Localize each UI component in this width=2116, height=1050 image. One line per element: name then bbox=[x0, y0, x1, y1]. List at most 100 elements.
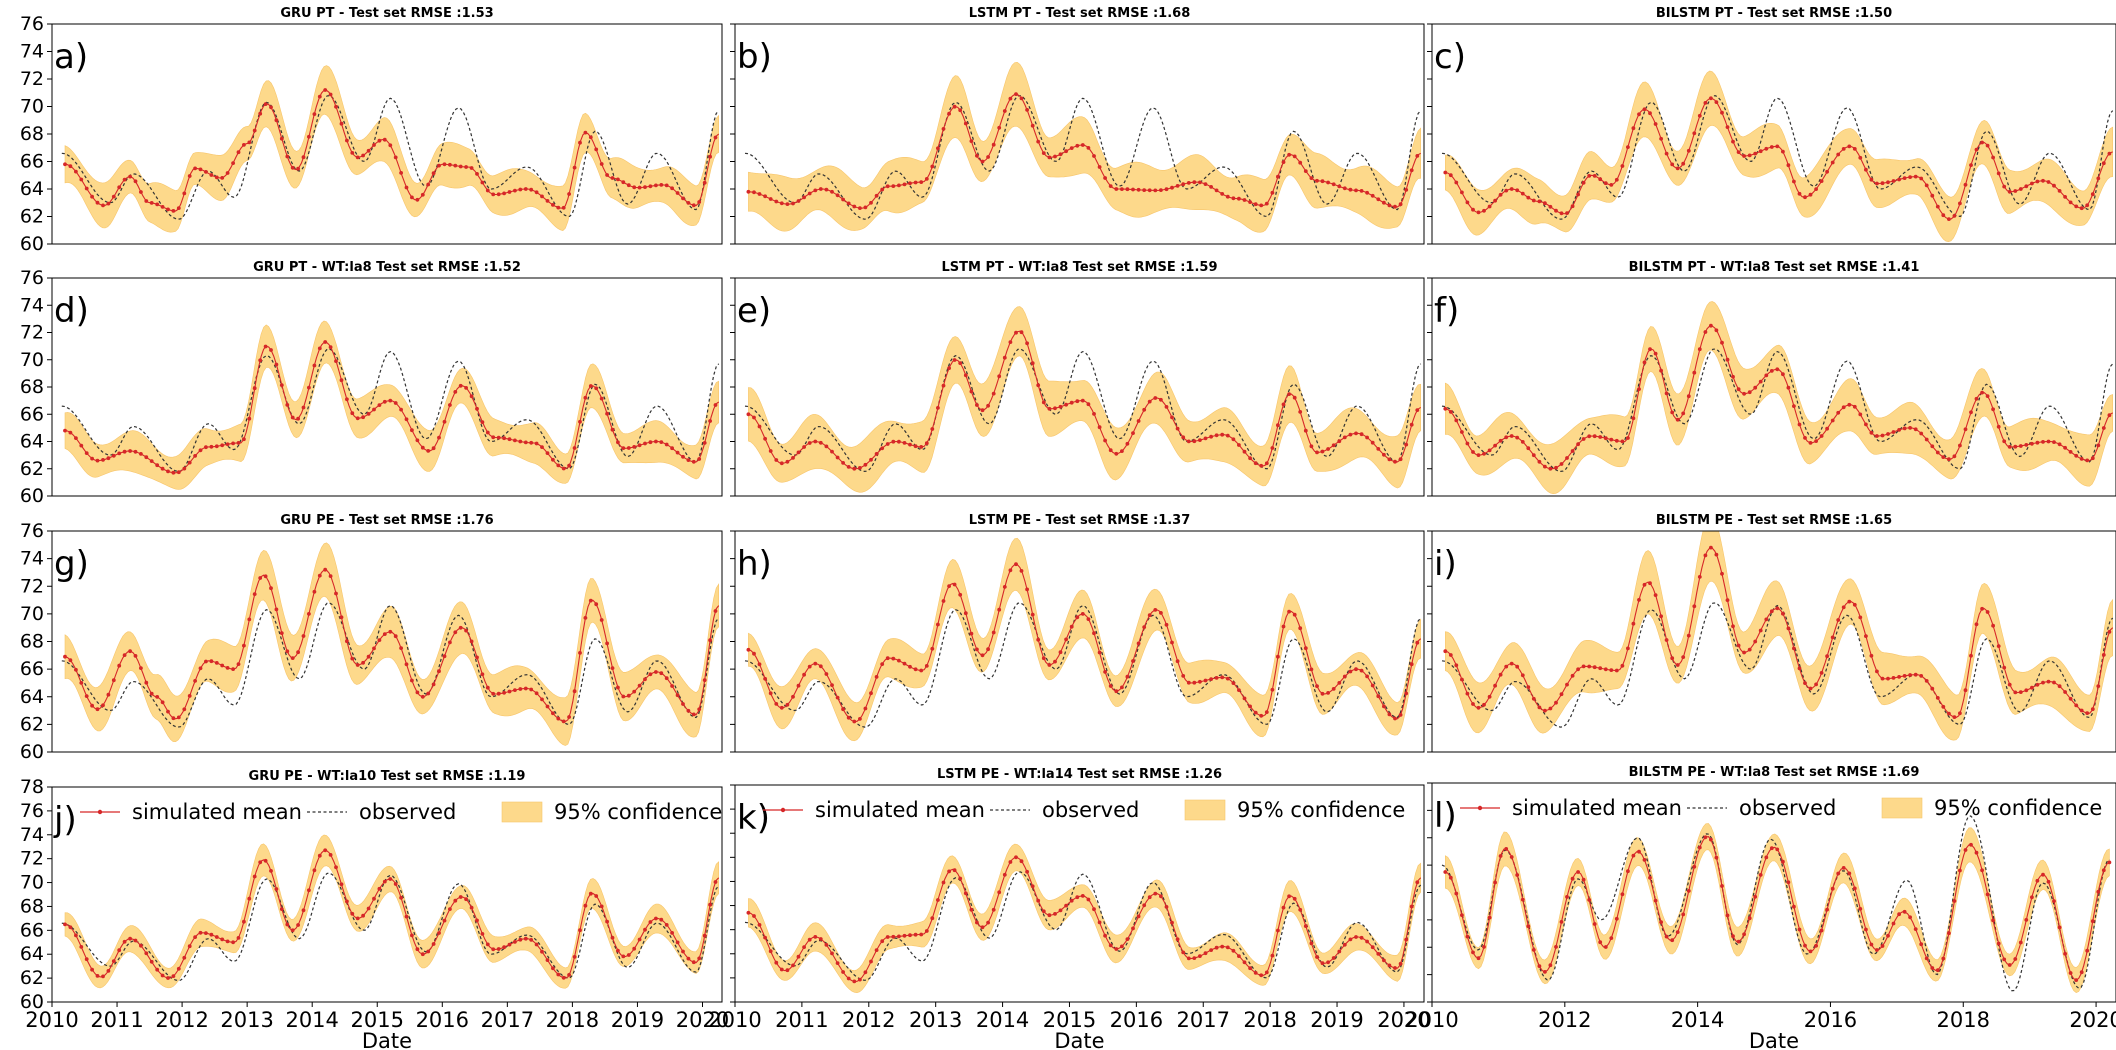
simulated-mean-point bbox=[464, 165, 468, 169]
simulated-mean-point bbox=[1941, 956, 1946, 961]
simulated-mean-point bbox=[1292, 896, 1297, 901]
simulated-mean-point bbox=[1002, 872, 1007, 877]
simulated-mean-point bbox=[1852, 886, 1857, 891]
simulated-mean-point bbox=[605, 919, 609, 924]
simulated-mean-point bbox=[1786, 626, 1791, 631]
simulated-mean-point bbox=[681, 454, 685, 459]
simulated-mean-point bbox=[431, 682, 436, 687]
simulated-mean-point bbox=[2013, 690, 2018, 695]
simulated-mean-point bbox=[2041, 440, 2045, 444]
simulated-mean-point bbox=[442, 654, 447, 659]
simulated-mean-point bbox=[1370, 683, 1375, 688]
simulated-mean-point bbox=[908, 933, 912, 938]
observed-line bbox=[744, 602, 1422, 728]
simulated-mean-point bbox=[274, 118, 279, 123]
simulated-mean-point bbox=[160, 973, 165, 978]
simulated-mean-point bbox=[1498, 672, 1503, 677]
x-tick-label: 2013 bbox=[220, 1008, 273, 1032]
simulated-mean-point bbox=[1337, 439, 1342, 444]
simulated-mean-point bbox=[1548, 706, 1553, 711]
simulated-mean-point bbox=[372, 407, 376, 412]
simulated-mean-point bbox=[986, 403, 990, 408]
simulated-mean-markers bbox=[1443, 545, 2112, 719]
simulated-mean-point bbox=[323, 340, 328, 344]
simulated-mean-point bbox=[133, 938, 138, 943]
simulated-mean-point bbox=[312, 363, 317, 368]
simulated-mean-point bbox=[632, 445, 637, 449]
simulated-mean-point bbox=[252, 128, 257, 133]
simulated-mean-point bbox=[1342, 674, 1347, 679]
simulated-mean-point bbox=[1404, 442, 1409, 447]
simulated-mean-point bbox=[1963, 848, 1968, 852]
simulated-mean-point bbox=[768, 691, 773, 696]
simulated-mean-point bbox=[1792, 404, 1796, 408]
simulated-mean-point bbox=[1935, 204, 1940, 209]
x-tick-label: 2016 bbox=[416, 1008, 469, 1032]
simulated-mean-point bbox=[958, 361, 963, 365]
simulated-mean-point bbox=[2068, 696, 2073, 701]
x-tick-label: 2011 bbox=[90, 1008, 143, 1032]
simulated-mean-point bbox=[846, 201, 851, 206]
simulated-mean-point bbox=[675, 693, 680, 698]
simulated-mean-point bbox=[1159, 397, 1163, 402]
simulated-mean-point bbox=[1681, 655, 1686, 659]
simulated-mean-point bbox=[1792, 904, 1796, 909]
simulated-mean-point bbox=[101, 974, 105, 979]
simulated-mean-point bbox=[1047, 913, 1052, 918]
simulated-mean-point bbox=[1675, 166, 1680, 171]
simulated-mean-point bbox=[1359, 432, 1364, 437]
simulated-mean-point bbox=[312, 589, 317, 594]
simulated-mean-point bbox=[1531, 198, 1536, 203]
simulated-mean-point bbox=[1376, 694, 1381, 699]
simulated-mean-point bbox=[2057, 189, 2062, 193]
y-tick-label: 64 bbox=[20, 178, 44, 200]
simulated-mean-point bbox=[1476, 453, 1481, 457]
simulated-mean-point bbox=[1626, 869, 1630, 874]
simulated-mean-point bbox=[1147, 895, 1152, 900]
simulated-mean-point bbox=[523, 440, 528, 445]
simulated-mean-point bbox=[913, 180, 918, 185]
y-tick-label: 66 bbox=[20, 403, 44, 425]
simulated-mean-point bbox=[1836, 152, 1841, 157]
simulated-mean-point bbox=[1487, 448, 1492, 453]
panel-h: LSTM PE - Test set RMSE :1.37h) bbox=[730, 513, 1425, 753]
simulated-mean-point bbox=[626, 693, 631, 698]
simulated-mean-point bbox=[1053, 912, 1057, 916]
panel-title: BILSTM PT - Test set RMSE :1.50 bbox=[1656, 6, 1892, 21]
simulated-mean-point bbox=[1354, 188, 1358, 193]
x-tick-label: 2017 bbox=[1177, 1008, 1230, 1032]
simulated-mean-point bbox=[95, 707, 100, 712]
simulated-mean-point bbox=[220, 663, 225, 668]
simulated-mean-point bbox=[1298, 907, 1303, 912]
simulated-mean-point bbox=[599, 618, 604, 622]
simulated-mean-point bbox=[2107, 630, 2112, 634]
simulated-mean-point bbox=[350, 411, 355, 416]
simulated-mean-point bbox=[198, 666, 203, 671]
simulated-mean-point bbox=[1902, 909, 1907, 914]
simulated-mean-point bbox=[1847, 599, 1852, 604]
simulated-mean-point bbox=[1409, 168, 1414, 173]
simulated-mean-point bbox=[1753, 385, 1758, 390]
x-axis-label: Date bbox=[1054, 1029, 1104, 1050]
confidence-band bbox=[1445, 301, 2113, 495]
simulated-mean-point bbox=[1609, 668, 1614, 672]
simulated-mean-point bbox=[399, 895, 403, 900]
simulated-mean-point bbox=[1742, 932, 1746, 937]
simulated-mean-point bbox=[1913, 174, 1918, 179]
simulated-mean-point bbox=[1025, 341, 1029, 346]
simulated-mean-point bbox=[1852, 602, 1857, 607]
simulated-mean-point bbox=[1703, 553, 1708, 558]
simulated-mean-point bbox=[774, 458, 779, 462]
plot-area bbox=[744, 306, 1422, 493]
simulated-mean-point bbox=[1108, 943, 1113, 948]
simulated-mean-point bbox=[1576, 192, 1580, 197]
simulated-mean-point bbox=[813, 661, 818, 666]
simulated-mean-point bbox=[420, 694, 425, 699]
simulated-mean-point bbox=[1198, 679, 1202, 684]
simulated-mean-point bbox=[111, 959, 116, 963]
simulated-mean-point bbox=[1675, 930, 1680, 934]
simulated-mean-point bbox=[1764, 373, 1769, 378]
simulated-mean-point bbox=[285, 403, 290, 407]
simulated-mean-point bbox=[1781, 611, 1785, 616]
simulated-mean-point bbox=[1869, 177, 1874, 182]
